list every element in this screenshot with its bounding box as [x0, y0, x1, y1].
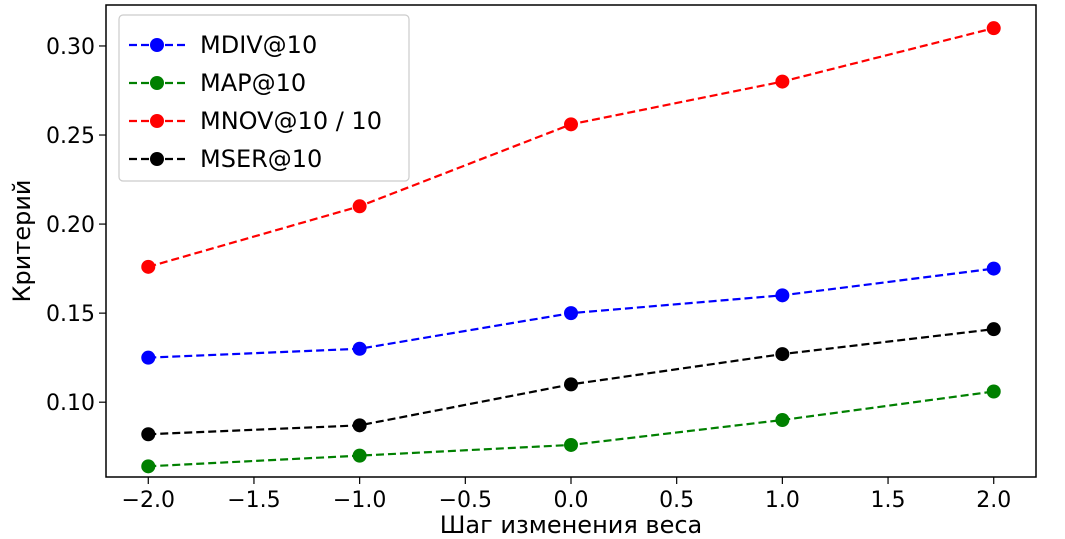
data-point [986, 21, 1001, 36]
data-point [352, 418, 367, 433]
data-point [141, 259, 156, 274]
legend-label-2: MNOV@10 / 10 [200, 107, 382, 135]
data-point [564, 306, 578, 321]
y-axis: 0.10 0.15 0.20 0.25 0.30 [46, 35, 106, 416]
data-point [141, 350, 156, 365]
data-point [775, 288, 790, 303]
y-axis-label: Критерий [8, 179, 36, 302]
data-point [141, 427, 156, 442]
data-point [564, 437, 578, 452]
data-point [775, 413, 790, 428]
legend-marker-0 [150, 38, 164, 52]
x-tick-label: −1.0 [333, 488, 386, 513]
legend-marker-1 [150, 76, 164, 90]
x-axis: −2.0 −1.5 −1.0 −0.5 0.0 0.5 1.0 1.5 2.0 [122, 477, 1011, 513]
legend-label-3: MSER@10 [200, 145, 322, 173]
data-point [352, 199, 367, 214]
x-tick-label: −2.0 [122, 488, 175, 513]
data-point [564, 377, 578, 392]
x-tick-label: 0.0 [554, 488, 589, 513]
data-point [775, 74, 790, 89]
legend-marker-2 [150, 114, 164, 128]
x-tick-label: −1.5 [227, 488, 280, 513]
y-tick-label: 0.10 [46, 391, 95, 416]
data-point [775, 347, 790, 362]
x-tick-label: −0.5 [439, 488, 492, 513]
data-point [986, 261, 1001, 276]
legend-label-0: MDIV@10 [200, 31, 317, 59]
legend: MDIV@10 MAP@10 MNOV@10 / 10 MSER@10 [118, 14, 410, 182]
y-tick-label: 0.20 [46, 213, 95, 238]
series-layer [141, 21, 1001, 474]
x-tick-label: 2.0 [976, 488, 1011, 513]
x-tick-label: 0.5 [659, 488, 694, 513]
data-point [986, 322, 1001, 337]
data-point [564, 117, 578, 132]
legend-marker-3 [150, 152, 164, 166]
data-point [352, 341, 367, 356]
x-axis-label: Шаг изменения веса [440, 511, 702, 539]
data-point [141, 459, 156, 474]
legend-box [118, 14, 410, 182]
legend-label-1: MAP@10 [200, 69, 306, 97]
data-point [352, 448, 367, 463]
x-tick-label: 1.0 [765, 488, 800, 513]
y-tick-label: 0.30 [46, 35, 95, 60]
x-tick-label: 1.5 [871, 488, 906, 513]
y-tick-label: 0.15 [46, 302, 95, 327]
data-point [986, 384, 1001, 399]
y-tick-label: 0.25 [46, 124, 95, 149]
